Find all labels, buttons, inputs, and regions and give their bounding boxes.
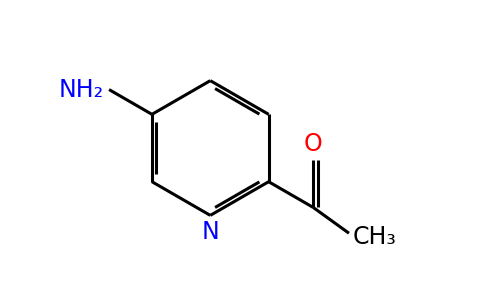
Text: CH₃: CH₃ [353, 225, 397, 249]
Text: O: O [304, 132, 323, 156]
Text: N: N [201, 220, 219, 244]
Text: NH₂: NH₂ [59, 78, 104, 102]
